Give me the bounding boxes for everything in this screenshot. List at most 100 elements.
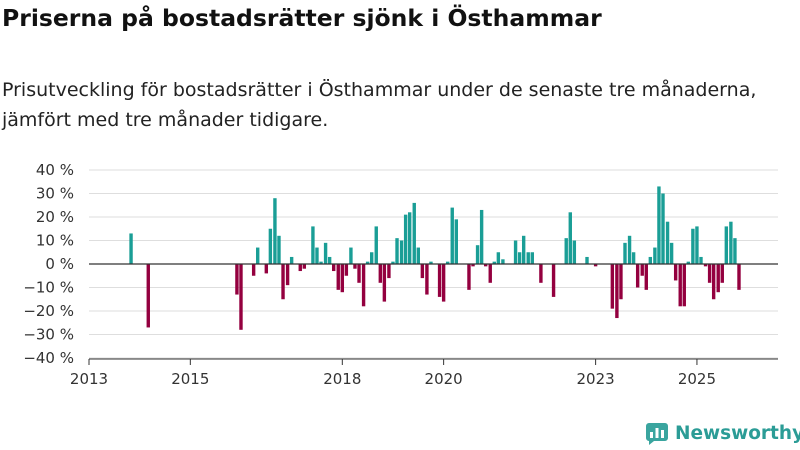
bar <box>678 264 682 307</box>
bar <box>695 226 699 264</box>
bar <box>568 212 572 264</box>
bar <box>657 186 661 264</box>
y-tick-label: −10 % <box>23 279 74 297</box>
bar <box>369 252 374 264</box>
bar <box>733 238 737 264</box>
bar <box>336 264 340 290</box>
y-tick-label: 30 % <box>36 185 74 203</box>
y-tick-label: 40 % <box>36 161 74 179</box>
bar <box>521 235 526 264</box>
bar <box>349 247 353 264</box>
bar <box>665 221 670 264</box>
y-tick-label: 0 % <box>45 255 74 273</box>
bar <box>479 209 484 264</box>
bar <box>365 261 370 264</box>
x-tick-label: 2018 <box>323 370 361 388</box>
bar <box>475 245 480 264</box>
bar <box>129 233 133 264</box>
y-axis-ticks: −40 % −30 % −20 % −10 % 0 % 10 % 20 % 30 % 40 % <box>23 161 74 367</box>
y-tick-label: −20 % <box>23 302 74 320</box>
bar <box>711 264 716 300</box>
newsworthy-logo-icon <box>646 423 668 445</box>
x-tick-label: 2025 <box>678 370 716 388</box>
bar <box>729 221 733 264</box>
bar <box>311 226 315 264</box>
bar <box>615 264 619 319</box>
bar <box>635 264 640 288</box>
bar <box>441 264 446 302</box>
y-tick-label: 10 % <box>36 232 74 250</box>
bar <box>235 264 239 295</box>
bar <box>340 264 345 293</box>
bar <box>610 264 615 309</box>
y-tick-label: −40 % <box>23 349 74 367</box>
bar <box>437 264 442 297</box>
bar <box>551 264 556 297</box>
bar <box>691 228 695 264</box>
x-tick-label: 2020 <box>425 370 463 388</box>
annotations: −11 % <box>721 0 768 4</box>
bar <box>395 238 399 264</box>
bar <box>631 252 636 264</box>
bar <box>403 214 408 264</box>
bar <box>593 264 598 267</box>
bar <box>564 238 568 264</box>
bar <box>281 264 285 300</box>
y-tick-label: 20 % <box>36 208 74 226</box>
bar <box>673 264 678 281</box>
bar <box>289 256 294 264</box>
bar <box>488 264 492 283</box>
bar <box>277 235 281 264</box>
newsworthy-logo: Newsworthy <box>645 418 800 448</box>
bar <box>268 228 273 264</box>
bar <box>251 264 256 276</box>
bar <box>640 264 644 276</box>
chart-title: Priserna på bostadsrätter sjönk i Östham… <box>2 4 602 32</box>
bar <box>256 247 260 264</box>
y-tick-label: −30 % <box>23 326 74 344</box>
brand-name: Newsworthy <box>675 422 800 444</box>
bar <box>353 264 357 269</box>
bar <box>501 259 505 264</box>
bar <box>146 264 150 328</box>
bar <box>627 235 632 264</box>
bar <box>471 264 475 267</box>
bar <box>492 261 496 264</box>
bar <box>707 264 712 283</box>
bar <box>315 247 319 264</box>
bar <box>703 264 708 267</box>
bar <box>661 193 665 264</box>
bar <box>623 242 627 264</box>
bar <box>467 264 471 290</box>
bar <box>653 247 657 264</box>
bar <box>737 264 741 290</box>
bar <box>669 242 674 264</box>
bar <box>699 256 703 264</box>
bar <box>302 264 307 269</box>
bar <box>724 226 729 264</box>
bar <box>387 264 391 279</box>
x-tick-label: 2013 <box>70 370 108 388</box>
bar <box>682 264 686 307</box>
bar <box>344 264 349 276</box>
bar <box>572 240 577 264</box>
bar <box>585 256 589 264</box>
bars <box>89 186 778 330</box>
bar <box>407 212 412 264</box>
bar <box>285 264 290 286</box>
bar <box>323 242 328 264</box>
bar <box>539 264 543 283</box>
bar <box>517 252 522 264</box>
bar <box>429 261 433 264</box>
bar <box>357 264 361 283</box>
bar <box>331 264 336 272</box>
bar <box>273 198 277 264</box>
bar <box>327 256 332 264</box>
bar <box>686 261 691 264</box>
bar <box>382 264 387 302</box>
bar <box>619 264 623 300</box>
last-value-annotation: −11 % <box>721 0 768 4</box>
bar <box>716 264 720 293</box>
bar <box>496 252 501 264</box>
